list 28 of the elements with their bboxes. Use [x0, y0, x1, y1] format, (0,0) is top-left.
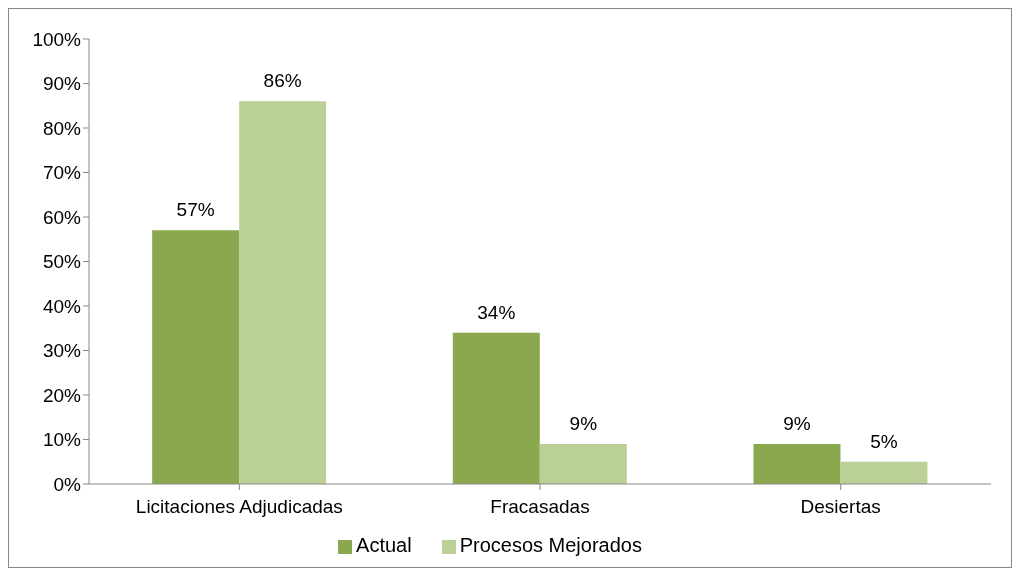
y-tick-label: 10% [42, 429, 82, 451]
y-tick-label: 80% [42, 117, 82, 139]
data-label: 34% [477, 301, 516, 323]
y-tick-label: 0% [53, 473, 82, 495]
bar [753, 443, 841, 484]
data-label: 86% [263, 70, 302, 92]
bar [840, 461, 928, 484]
data-label: 57% [176, 199, 215, 221]
x-tick-label: Fracasadas [490, 496, 590, 518]
y-tick-label: 50% [42, 251, 82, 273]
bar [452, 332, 540, 484]
y-tick-label: 20% [42, 384, 82, 406]
data-label: 9% [783, 412, 811, 434]
y-tick-label: 60% [42, 206, 82, 228]
data-label: 9% [569, 412, 598, 434]
y-tick-label: 30% [42, 340, 82, 362]
bar [239, 101, 327, 484]
data-label: 5% [870, 430, 898, 452]
bar [539, 443, 627, 484]
y-tick-label: 90% [42, 73, 82, 95]
legend-label: Procesos Mejorados [459, 534, 642, 556]
y-tick-label: 40% [42, 295, 82, 317]
x-tick-label: Desiertas [800, 496, 881, 518]
y-tick-label: 70% [42, 162, 82, 184]
x-tick-label: Licitaciones Adjudicadas [135, 496, 343, 518]
y-tick-label: 100% [32, 28, 82, 50]
legend-label: Actual [356, 534, 412, 556]
bar [152, 230, 240, 484]
